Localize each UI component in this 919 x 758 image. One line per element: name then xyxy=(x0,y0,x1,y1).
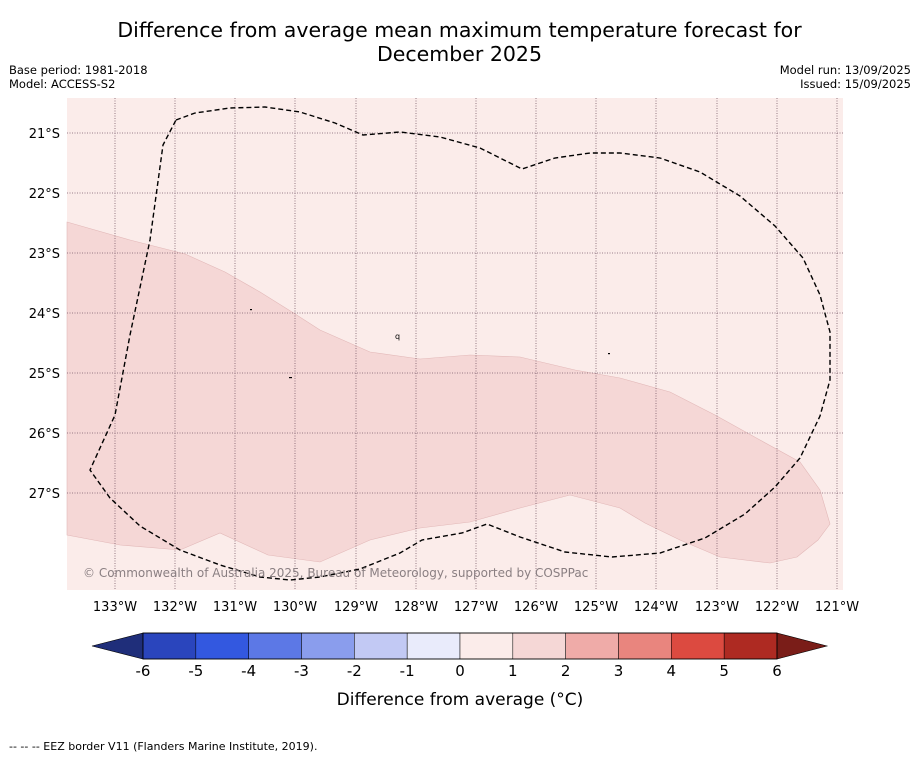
colorbar-extend-low xyxy=(91,632,144,660)
colorbar-label: Difference from average (°C) xyxy=(337,690,584,710)
colorbar: -6 -5 -4 -3 -2 -1 0 1 2 3 4 5 6 Difference from aver… xyxy=(91,632,829,710)
colorbar-tick-label: 3 xyxy=(614,662,624,680)
colorbar-tick-labels: -6 -5 -4 -3 -2 -1 0 1 2 3 4 5 6 xyxy=(136,662,782,680)
colorbar-tick-label: -3 xyxy=(294,662,309,680)
lon-label: 122°W xyxy=(755,600,799,615)
lat-label: 23°S xyxy=(29,247,60,262)
island-marker xyxy=(250,309,252,311)
title-line-1: Difference from average mean maximum tem… xyxy=(117,18,802,42)
island-marker xyxy=(608,353,610,355)
meta-right: Model run: 13/09/2025 Issued: 15/09/2025 xyxy=(780,63,911,91)
base-period: Base period: 1981-2018 xyxy=(9,63,148,77)
colorbar-tick-label: -2 xyxy=(347,662,362,680)
islands xyxy=(250,309,610,379)
colorbar-segment xyxy=(565,632,619,660)
lat-label: 25°S xyxy=(29,367,60,382)
colorbar-tick-label: 5 xyxy=(719,662,729,680)
island-label: q xyxy=(395,332,400,341)
footnote: -- -- -- EEZ border V11 (Flanders Marine… xyxy=(9,740,318,753)
lon-label: 129°W xyxy=(334,600,378,615)
meta-left: Base period: 1981-2018 Model: ACCESS-S2 xyxy=(9,63,148,91)
colorbar-tick-label: -6 xyxy=(136,662,151,680)
colorbar-segment xyxy=(406,632,461,660)
lon-label: 123°W xyxy=(695,600,739,615)
lon-label: 124°W xyxy=(634,600,678,615)
model-run: Model run: 13/09/2025 xyxy=(779,63,911,77)
lat-label: 24°S xyxy=(29,307,60,322)
colorbar-tick-label: 0 xyxy=(455,662,465,680)
colorbar-tick-label: -1 xyxy=(400,662,415,680)
lon-label: 126°W xyxy=(514,600,558,615)
graticule xyxy=(67,98,843,590)
colorbar-segment xyxy=(142,632,197,660)
lon-label: 127°W xyxy=(454,600,498,615)
lat-label: 21°S xyxy=(29,127,60,142)
issued-date: Issued: 15/09/2025 xyxy=(800,77,911,91)
colorbar-tick-label: -4 xyxy=(241,662,256,680)
latitude-labels: 21°S 22°S 23°S 24°S 25°S 26°S 27°S xyxy=(29,127,60,502)
eez-border xyxy=(89,106,831,581)
colorbar-segment xyxy=(354,632,408,660)
colorbar-segment xyxy=(301,632,355,660)
lon-label: 130°W xyxy=(273,600,317,615)
model-name: Model: ACCESS-S2 xyxy=(9,77,116,91)
lat-label: 22°S xyxy=(29,187,60,202)
lon-label: 133°W xyxy=(93,600,137,615)
colorbar-segment xyxy=(512,632,566,660)
lon-label: 128°W xyxy=(394,600,438,615)
anomaly-band-1-to-2 xyxy=(66,221,831,564)
lon-label: 125°W xyxy=(574,600,618,615)
colorbar-segment xyxy=(618,632,672,660)
colorbar-segments xyxy=(142,632,778,660)
colorbar-frame xyxy=(142,632,778,660)
map-figure: q © Commonwealth of Australia 2025, Bure… xyxy=(29,98,859,710)
lon-label: 131°W xyxy=(213,600,257,615)
colorbar-tick-label: 1 xyxy=(508,662,518,680)
copyright-text: © Commonwealth of Australia 2025, Bureau… xyxy=(83,566,588,580)
colorbar-tick-label: 6 xyxy=(772,662,782,680)
lat-label: 26°S xyxy=(29,427,60,442)
colorbar-tick-label: -5 xyxy=(188,662,203,680)
colorbar-extend-high xyxy=(776,632,829,660)
colorbar-segment xyxy=(723,632,778,660)
colorbar-segment xyxy=(459,632,514,660)
colorbar-segment xyxy=(195,632,249,660)
colorbar-segment xyxy=(248,632,302,660)
title-line-2: December 2025 xyxy=(377,42,542,66)
colorbar-tick-label: 4 xyxy=(667,662,677,680)
colorbar-segment xyxy=(671,632,725,660)
lon-label: 132°W xyxy=(153,600,197,615)
island-marker xyxy=(289,377,292,379)
lon-label: 121°W xyxy=(815,600,859,615)
lat-label: 27°S xyxy=(29,487,60,502)
colorbar-tick-label: 2 xyxy=(561,662,571,680)
chart-title: Difference from average mean maximum tem… xyxy=(0,18,919,66)
longitude-labels: 133°W 132°W 131°W 130°W 129°W 128°W 127°… xyxy=(93,600,859,615)
